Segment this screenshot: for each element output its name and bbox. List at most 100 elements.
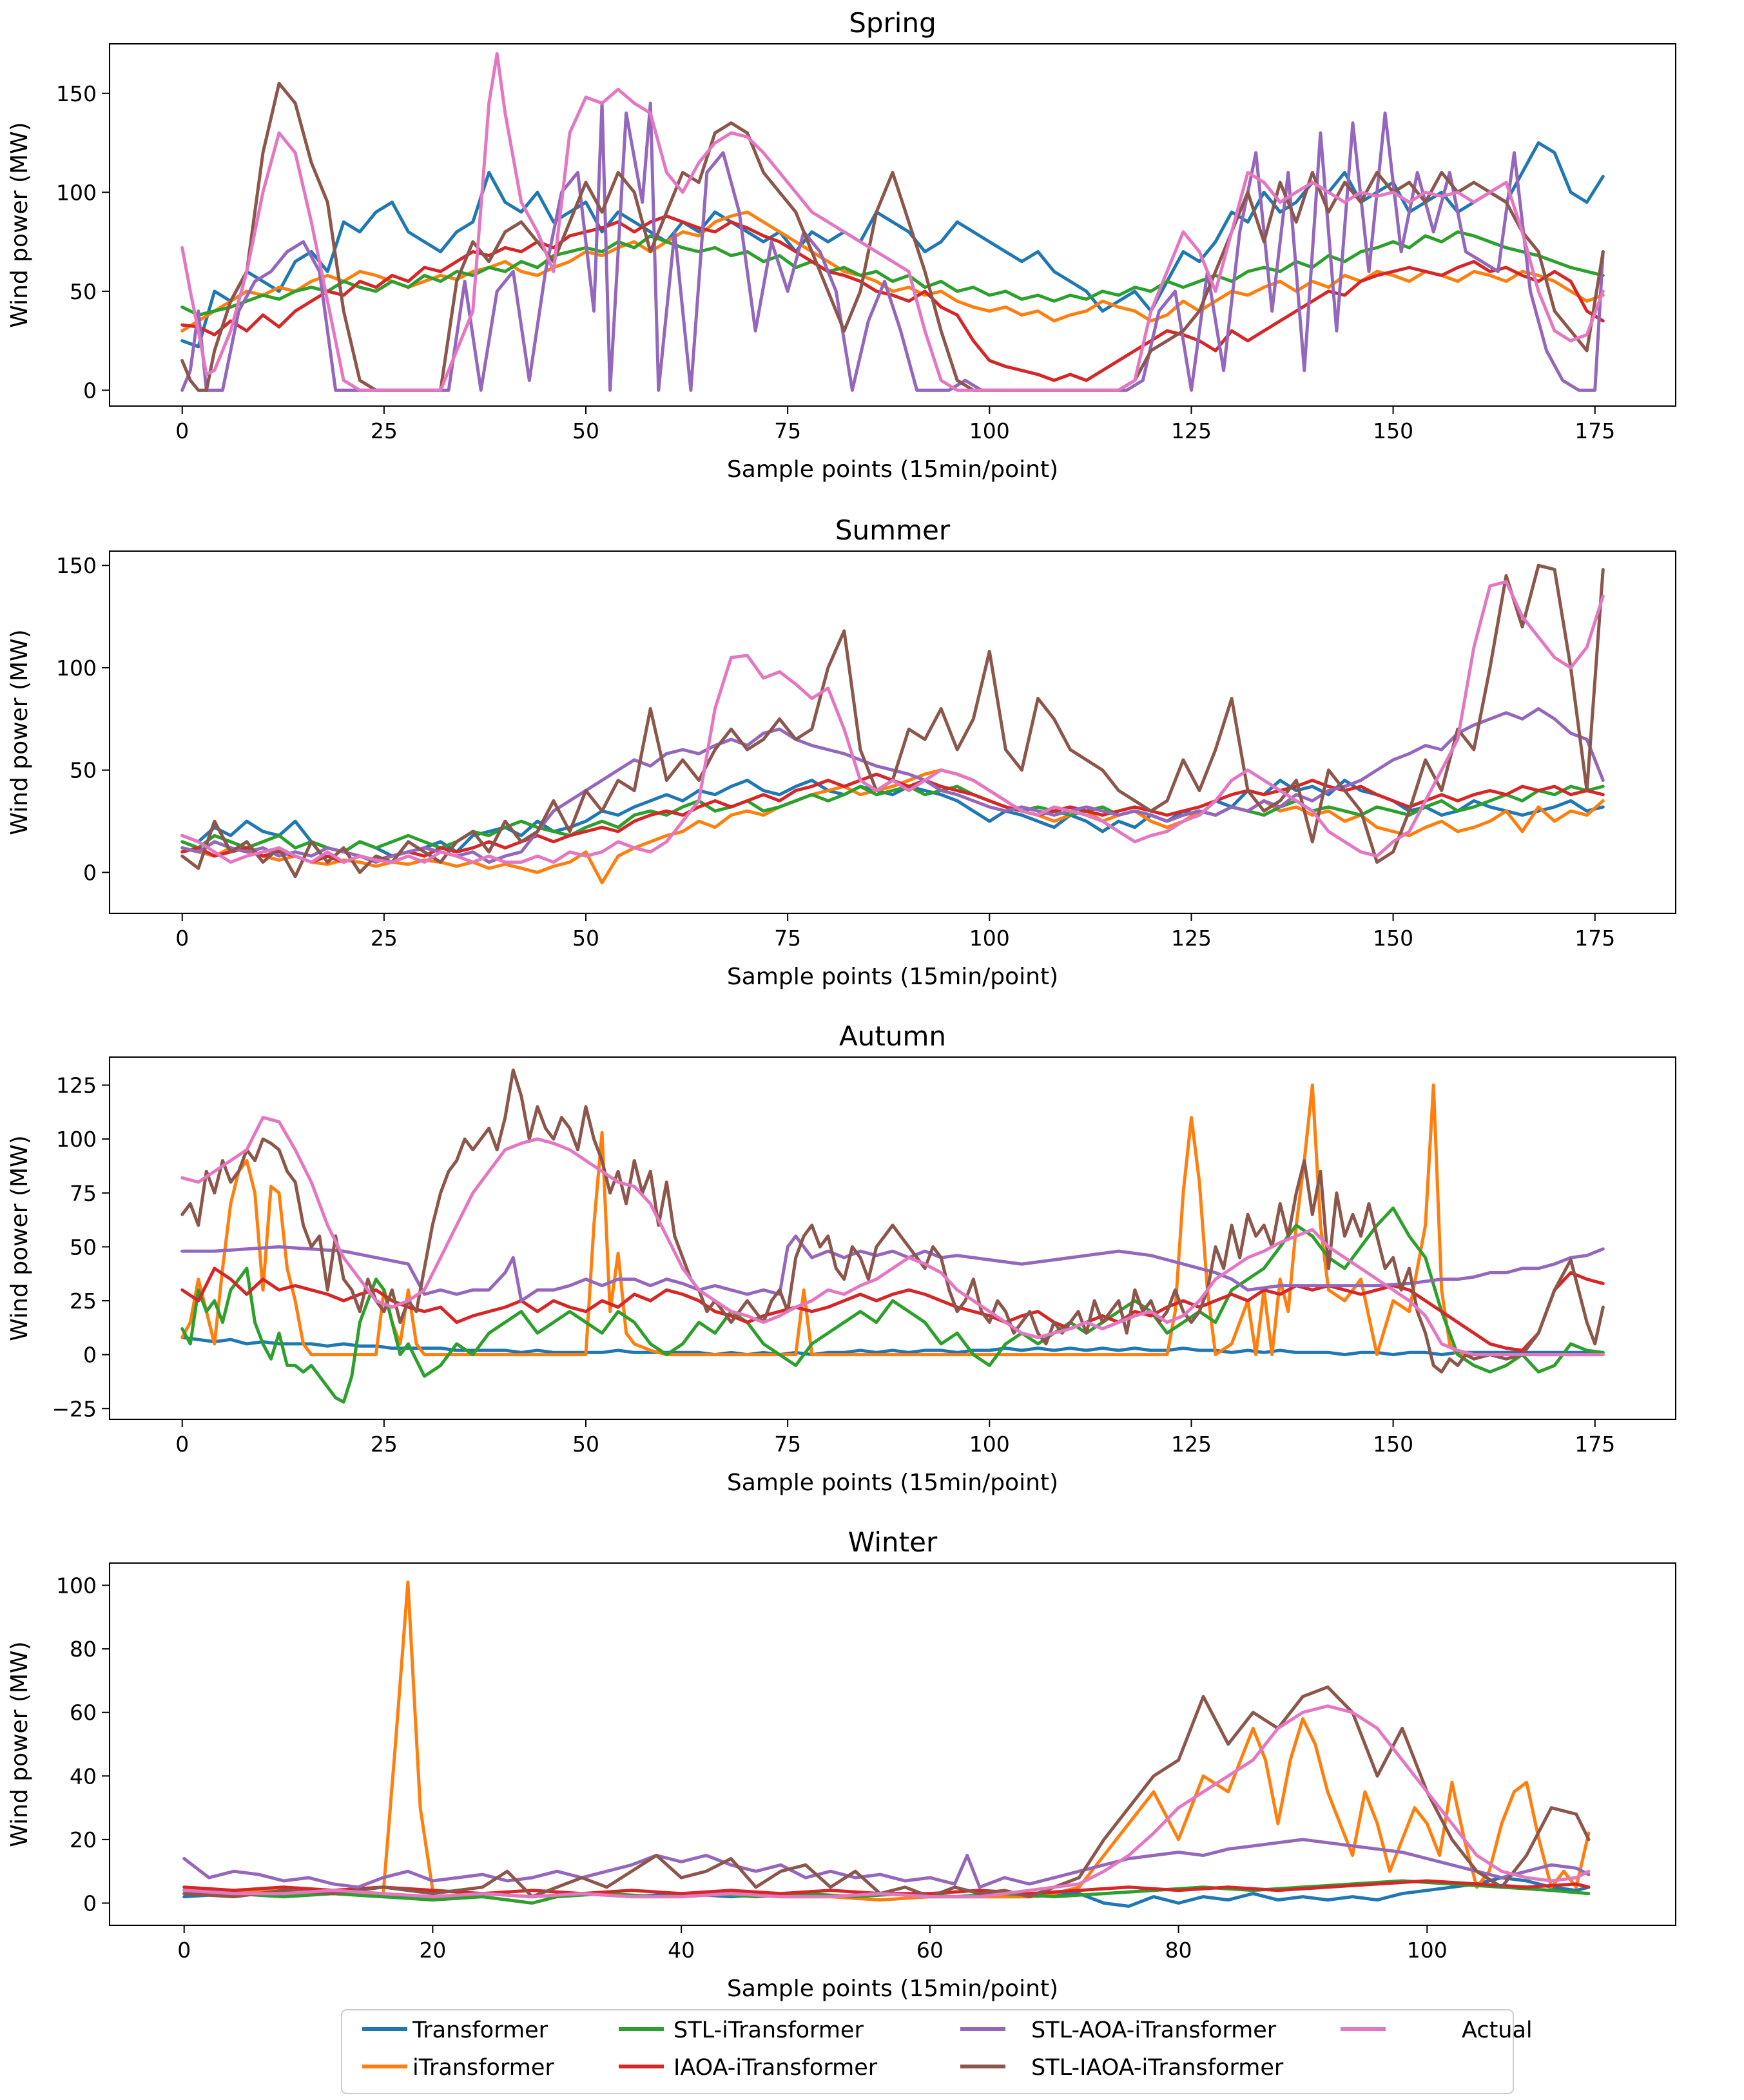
- x-tick-label: 0: [177, 1938, 191, 1963]
- x-tick-label: 100: [969, 926, 1010, 951]
- x-tick-label: 175: [1574, 1432, 1615, 1457]
- panel-title: Winter: [848, 1526, 938, 1558]
- series-group: [182, 1580, 1591, 1908]
- y-tick-label: 80: [70, 1637, 97, 1662]
- x-tick-label: 20: [419, 1938, 446, 1963]
- legend-entry-stl-itransformer: STL-iTransformer: [619, 2017, 864, 2043]
- series-line-actual: [182, 1704, 1591, 1899]
- series-group: [180, 52, 1605, 392]
- legend-label: IAOA-iTransformer: [673, 2055, 878, 2081]
- series-line-stl-aoa-itransformer: [180, 1234, 1605, 1303]
- plot-frame: [109, 43, 1676, 407]
- x-axis-label: Sample points (15min/point): [727, 1976, 1058, 2002]
- legend-label: STL-iTransformer: [673, 2017, 864, 2043]
- x-axis-label: Sample points (15min/point): [727, 964, 1058, 990]
- series-line-iaoa-itransformer: [180, 214, 1605, 382]
- legend-label: iTransformer: [412, 2055, 554, 2081]
- summer-panel: Summer Sample points (15min/point) Wind …: [6, 514, 1676, 990]
- panel-title: Summer: [835, 514, 951, 546]
- y-axis-label: Wind power (MW): [6, 1641, 33, 1847]
- plot-frame: [109, 550, 1676, 914]
- x-tick-label: 150: [1373, 418, 1413, 443]
- y-axis-label: Wind power (MW): [6, 1135, 33, 1341]
- legend-label: Actual: [1462, 2017, 1533, 2043]
- series-line-transformer: [180, 141, 1605, 349]
- x-tick-label: 50: [572, 1432, 599, 1457]
- y-tick-label: 100: [56, 656, 97, 681]
- y-tick-label: 0: [83, 378, 97, 403]
- series-group: [180, 563, 1605, 884]
- panel-title: Autumn: [839, 1020, 946, 1052]
- x-tick-label: 125: [1171, 1432, 1212, 1457]
- x-tick-label: 75: [774, 1432, 801, 1457]
- x-tick-label: 80: [1165, 1938, 1192, 1963]
- y-tick-label: 0: [83, 860, 97, 885]
- y-tick-label: 25: [70, 1288, 97, 1314]
- x-tick-label: 150: [1373, 926, 1413, 951]
- series-line-stl-iaoa-itransformer: [180, 1068, 1605, 1374]
- x-tick-label: 0: [175, 926, 189, 951]
- x-tick-label: 25: [371, 418, 398, 443]
- y-tick-label: 150: [56, 553, 97, 578]
- x-tick-label: 60: [916, 1938, 944, 1963]
- plot-frame: [109, 1056, 1676, 1420]
- y-tick-label: 60: [70, 1700, 97, 1726]
- x-tick-label: 150: [1373, 1432, 1413, 1457]
- x-tick-label: 175: [1574, 926, 1615, 951]
- y-tick-label: 100: [56, 180, 97, 205]
- x-tick-label: 125: [1171, 926, 1212, 951]
- series-line-itransformer: [180, 1084, 1605, 1357]
- legend-label: STL-IAOA-iTransformer: [1031, 2055, 1284, 2081]
- x-tick-label: 25: [371, 926, 398, 951]
- y-axis-label: Wind power (MW): [6, 629, 33, 835]
- series-line-stl-aoa-itransformer: [182, 1838, 1591, 1889]
- spring-panel: Spring Sample points (15min/point) Wind …: [6, 7, 1676, 483]
- x-tick-label: 40: [668, 1938, 695, 1963]
- x-tick-label: 50: [572, 926, 599, 951]
- x-tick-label: 175: [1574, 418, 1615, 443]
- x-tick-label: 50: [572, 418, 599, 443]
- y-tick-label: 100: [56, 1573, 97, 1599]
- y-tick-label: 125: [56, 1073, 97, 1098]
- legend-entry-transformer: Transformer: [362, 2017, 548, 2043]
- y-tick-label: 50: [70, 279, 97, 304]
- x-tick-label: 75: [774, 418, 801, 443]
- x-tick-label: 75: [774, 926, 801, 951]
- legend-entry-stl-aoa-itransformer: STL-AOA-iTransformer: [960, 2017, 1277, 2043]
- y-tick-label: 75: [70, 1181, 97, 1206]
- legend-entry-actual: Actual: [1341, 2017, 1533, 2043]
- x-tick-label: 0: [175, 1432, 189, 1457]
- series-group: [180, 1068, 1605, 1404]
- legend-label: Transformer: [412, 2017, 548, 2043]
- y-tick-label: −25: [52, 1396, 97, 1421]
- y-tick-label: 150: [56, 81, 97, 106]
- series-line-actual: [180, 52, 1605, 392]
- panel-title: Spring: [849, 7, 936, 39]
- y-tick-label: 0: [83, 1343, 97, 1368]
- legend-entry-stl-iaoa-itransformer: STL-IAOA-iTransformer: [960, 2055, 1284, 2081]
- legend-entry-iaoa-itransformer: IAOA-iTransformer: [619, 2055, 878, 2081]
- x-axis-label: Sample points (15min/point): [727, 456, 1058, 483]
- x-tick-label: 100: [969, 1432, 1010, 1457]
- series-line-iaoa-itransformer: [180, 1267, 1605, 1352]
- x-axis-label: Sample points (15min/point): [727, 1470, 1058, 1496]
- x-tick-label: 0: [175, 418, 189, 443]
- y-tick-label: 20: [70, 1827, 97, 1852]
- x-tick-label: 100: [1407, 1938, 1448, 1963]
- y-tick-label: 40: [70, 1764, 97, 1789]
- legend-label: STL-AOA-iTransformer: [1031, 2017, 1277, 2043]
- x-tick-label: 100: [969, 418, 1010, 443]
- y-axis-label: Wind power (MW): [6, 122, 33, 327]
- x-tick-label: 125: [1171, 418, 1212, 443]
- legend: Transformer iTransformer STL-iTransforme…: [341, 2009, 1533, 2094]
- plot-frame: [109, 1562, 1676, 1926]
- autumn-panel: Autumn Sample points (15min/point) Wind …: [6, 1020, 1676, 1496]
- x-tick-label: 25: [371, 1432, 398, 1457]
- series-line-stl-itransformer: [180, 784, 1605, 854]
- series-line-stl-iaoa-itransformer: [182, 1685, 1591, 1899]
- y-tick-label: 100: [56, 1127, 97, 1152]
- y-tick-label: 50: [70, 758, 97, 783]
- series-line-actual: [180, 1116, 1605, 1357]
